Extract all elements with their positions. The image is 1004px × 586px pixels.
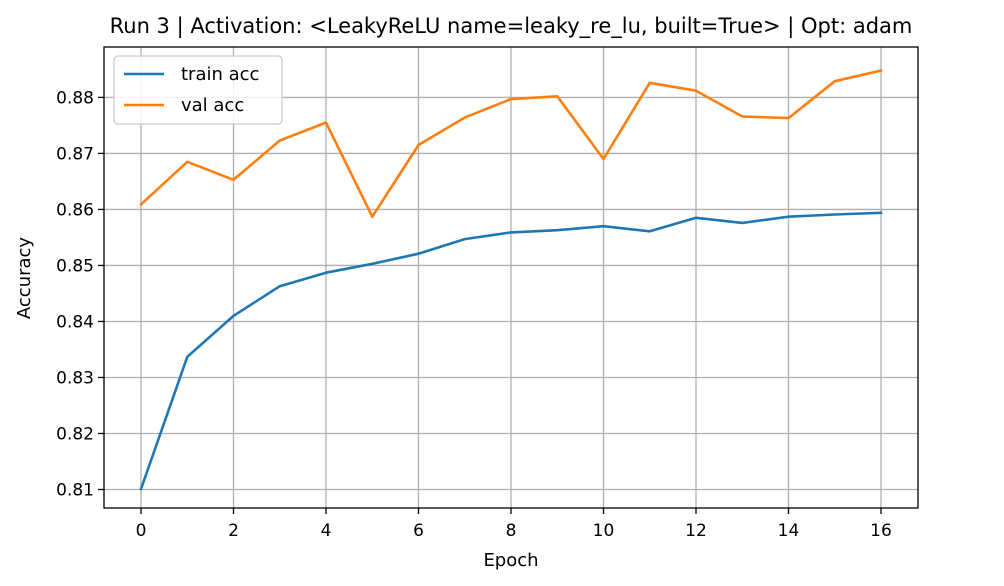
y-axis-label: Accuracy (14, 237, 35, 320)
x-tick-label: 2 (228, 521, 239, 541)
legend-label-val-acc: val acc (181, 95, 244, 116)
x-tick-label: 10 (593, 521, 615, 541)
y-tick-label: 0.86 (56, 200, 94, 220)
chart-title: Run 3 | Activation: <LeakyReLU name=leak… (110, 14, 913, 39)
x-axis-ticks: 0 2 4 6 8 10 12 14 16 (136, 508, 892, 541)
x-tick-label: 12 (685, 521, 707, 541)
y-tick-label: 0.84 (56, 312, 94, 332)
x-axis-label: Epoch (483, 550, 538, 571)
x-tick-label: 0 (136, 521, 147, 541)
series-line-val-acc (139, 68, 883, 218)
x-tick-label: 14 (778, 521, 800, 541)
x-tick-label: 16 (870, 521, 892, 541)
grid (104, 47, 918, 508)
legend: train acc val acc (113, 55, 283, 125)
x-tick-label: 6 (413, 521, 424, 541)
series-line-train-acc (139, 211, 883, 491)
x-tick-label: 8 (506, 521, 517, 541)
x-tick-label: 4 (321, 521, 332, 541)
y-tick-label: 0.88 (56, 88, 94, 108)
y-tick-label: 0.81 (56, 481, 94, 501)
y-tick-label: 0.87 (56, 144, 94, 164)
y-axis-ticks: 0.81 0.82 0.83 0.84 0.85 0.86 0.87 0.88 (56, 88, 104, 501)
y-tick-label: 0.82 (56, 425, 94, 445)
legend-label-train-acc: train acc (181, 64, 259, 85)
y-tick-label: 0.85 (56, 256, 94, 276)
series-lines (139, 68, 883, 491)
y-tick-label: 0.83 (56, 368, 94, 388)
